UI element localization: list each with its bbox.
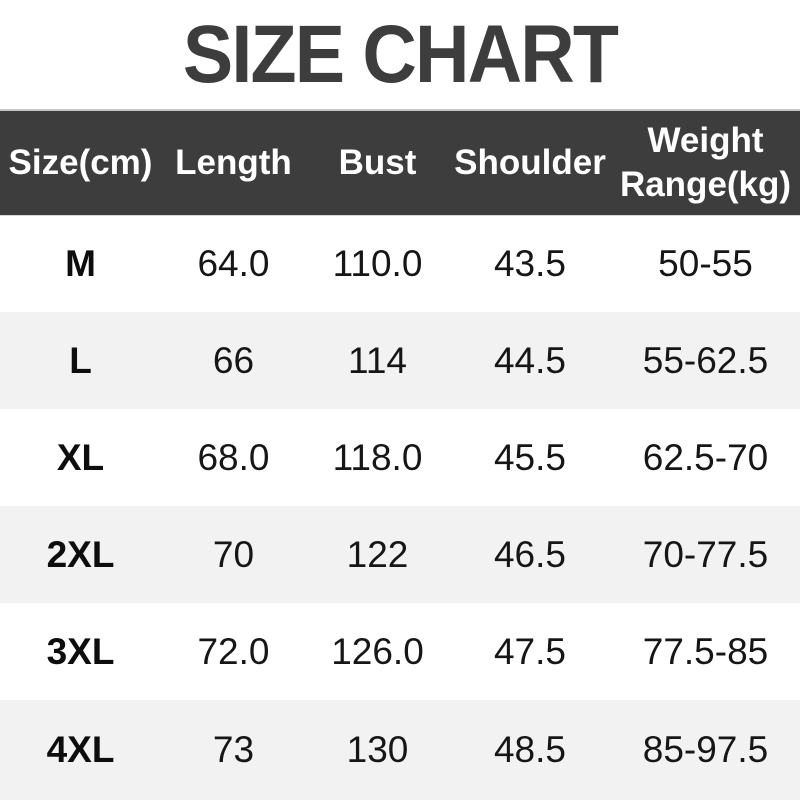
- length-cell: 68.0: [197, 436, 270, 478]
- header-row: Size(cm) Length Bust Shoulder Weight Ran…: [0, 109, 800, 216]
- bust-cell: 110.0: [332, 242, 423, 284]
- bust-cell: 118.0: [332, 436, 423, 478]
- length-cell: 70: [212, 533, 255, 575]
- column-header-length: Length: [161, 109, 306, 216]
- weight-range-cell: 85-97.5: [642, 729, 769, 770]
- size-chart-table: Size(cm) Length Bust Shoulder Weight Ran…: [0, 109, 800, 800]
- column-header-weight-range: Weight Range(kg): [611, 109, 800, 216]
- bust-cell: 130: [346, 729, 409, 770]
- table-row: XL 68.0 118.0 45.5 62.5-70: [0, 409, 800, 506]
- weight-range-cell: 55-62.5: [642, 339, 769, 381]
- shoulder-cell: 46.5: [493, 533, 566, 575]
- title-block: SIZE CHART: [0, 0, 800, 109]
- bust-cell: 122: [346, 533, 409, 575]
- weight-range-cell: 70-77.5: [642, 533, 769, 575]
- size-cell: L: [69, 339, 92, 381]
- table-row: 2XL 70 122 46.5 70-77.5: [0, 506, 800, 603]
- page-title: SIZE CHART: [182, 8, 619, 100]
- length-cell: 66: [212, 339, 255, 381]
- column-header-size: Size(cm): [0, 109, 161, 216]
- size-cell: 3XL: [46, 630, 115, 672]
- weight-range-cell: 50-55: [658, 242, 753, 284]
- length-cell: 73: [212, 729, 255, 770]
- size-cell: M: [65, 242, 96, 284]
- length-cell: 72.0: [197, 630, 270, 672]
- size-cell: 2XL: [46, 533, 115, 575]
- shoulder-cell: 48.5: [493, 729, 566, 770]
- column-header-shoulder: Shoulder: [449, 109, 611, 216]
- column-header-bust: Bust: [306, 109, 449, 216]
- bust-cell: 126.0: [331, 630, 424, 672]
- table-row: M 64.0 110.0 43.5 50-55: [0, 215, 800, 312]
- shoulder-cell: 44.5: [493, 339, 566, 381]
- table-row: 3XL 72.0 126.0 47.5 77.5-85: [0, 603, 800, 700]
- shoulder-cell: 43.5: [493, 242, 566, 284]
- weight-range-cell: 62.5-70: [642, 436, 769, 478]
- size-cell: XL: [56, 436, 105, 478]
- bust-cell: 114: [348, 339, 407, 381]
- shoulder-cell: 45.5: [493, 436, 566, 478]
- length-cell: 64.0: [197, 242, 270, 284]
- weight-range-cell: 77.5-85: [642, 630, 769, 672]
- shoulder-cell: 47.5: [493, 630, 566, 672]
- table-header: Size(cm) Length Bust Shoulder Weight Ran…: [0, 109, 800, 216]
- table-row: L 66 114 44.5 55-62.5: [0, 312, 800, 409]
- size-cell: 4XL: [46, 729, 115, 770]
- table-row: 4XL 73 130 48.5 85-97.5: [0, 700, 800, 800]
- table-body: M 64.0 110.0 43.5 50-55 L 66 114 44.5 55…: [0, 215, 800, 800]
